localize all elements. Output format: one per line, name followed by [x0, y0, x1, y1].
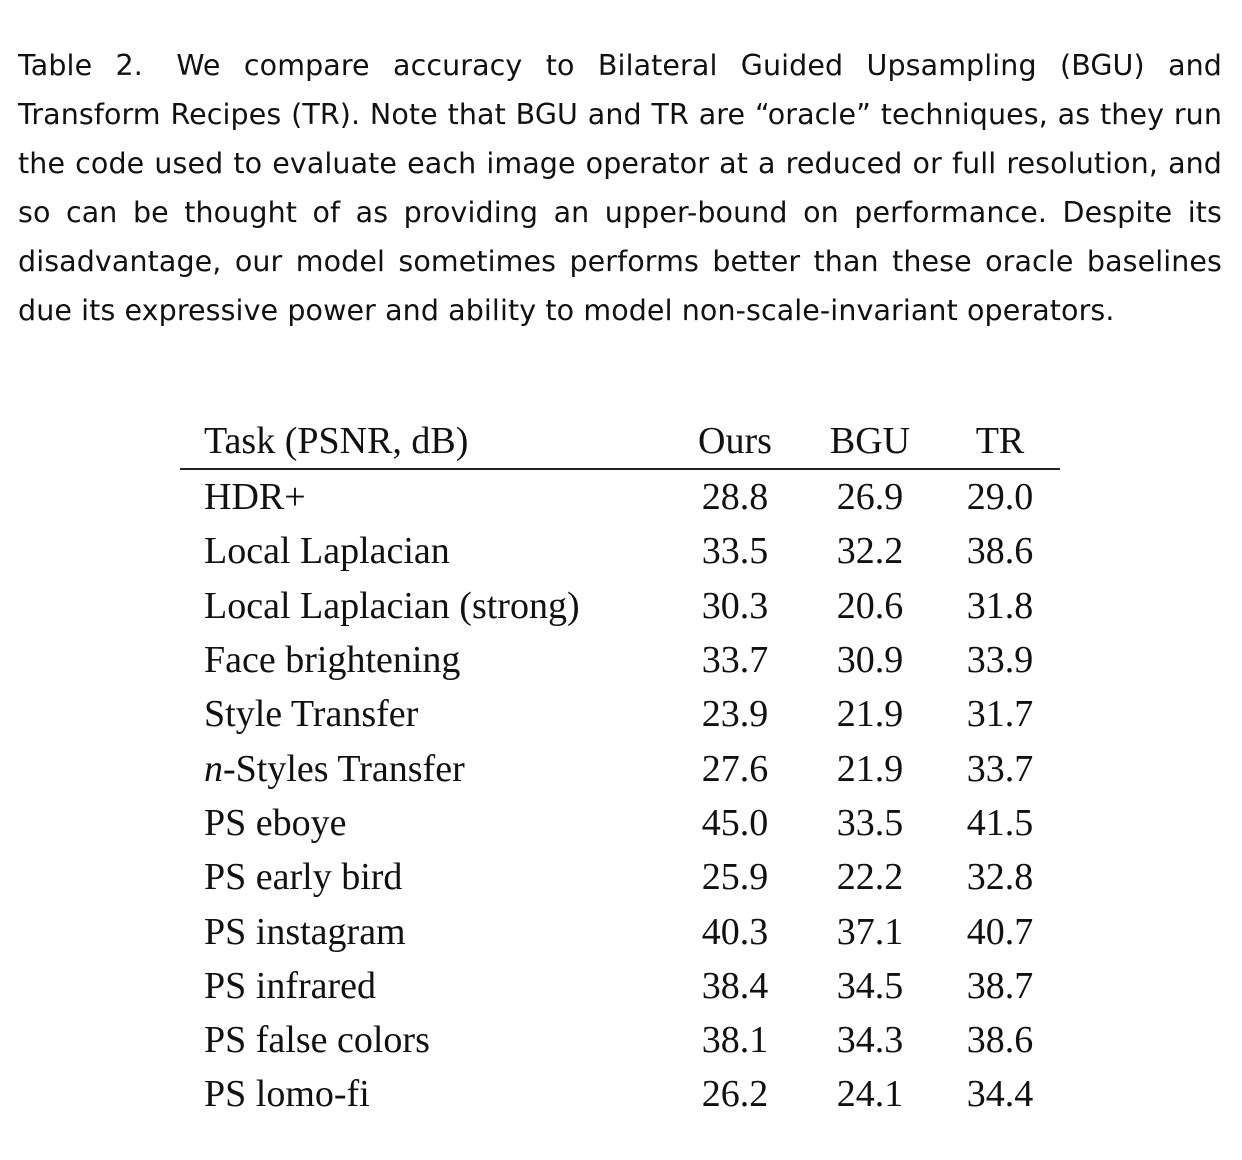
- table-row: HDR+ 28.8 26.9 29.0: [180, 469, 1060, 524]
- tr-value: 40.7: [966, 910, 1034, 953]
- caption-text: We compare accuracy to Bilateral Guided …: [18, 48, 1222, 327]
- table-row: PS instagram 40.3 37.1 40.7: [180, 904, 1060, 958]
- task-cell: Style Transfer: [180, 687, 670, 741]
- tr-value: 38.6: [966, 1019, 1034, 1062]
- task-cell: PS early bird: [180, 850, 670, 904]
- ours-value: 30.3: [701, 584, 769, 627]
- task-cell: Local Laplacian (strong): [180, 579, 670, 633]
- tr-value: 38.6: [966, 530, 1034, 573]
- table-row: Local Laplacian 33.5 32.2 38.6: [180, 524, 1060, 578]
- task-cell: Face brightening: [180, 633, 670, 687]
- table-row: n-Styles Transfer 27.6 21.9 33.7: [180, 741, 1060, 795]
- table-caption: Table 2. We compare accuracy to Bilatera…: [18, 41, 1222, 335]
- bgu-value: 26.9: [836, 476, 904, 519]
- ours-value: 45.0: [701, 801, 769, 844]
- bgu-value: 34.3: [836, 1019, 904, 1062]
- task-name: PS lomo-fi: [204, 1073, 370, 1116]
- ours-value: 33.7: [701, 639, 769, 682]
- ours-value: 28.8: [701, 476, 769, 519]
- task-italic-prefix: n: [204, 747, 223, 790]
- bgu-value: 22.2: [836, 856, 904, 899]
- header-task: Task (PSNR, dB): [180, 414, 670, 470]
- task-cell: PS instagram: [180, 904, 670, 958]
- bgu-value: 33.5: [836, 801, 904, 844]
- task-cell: PS eboye: [180, 796, 670, 850]
- bgu-value: 21.9: [836, 693, 904, 736]
- task-name: PS false colors: [204, 1019, 430, 1062]
- tr-value: 32.8: [966, 856, 1034, 899]
- ours-value: 23.9: [701, 693, 769, 736]
- header-tr: TR: [940, 414, 1060, 470]
- task-name: PS eboye: [204, 801, 347, 844]
- ours-value: 38.4: [701, 964, 769, 1007]
- tr-value: 34.4: [966, 1073, 1034, 1116]
- table-row: Face brightening 33.7 30.9 33.9: [180, 633, 1060, 687]
- ours-value: 38.1: [701, 1019, 769, 1062]
- tr-value: 33.9: [966, 639, 1034, 682]
- ours-value: 27.6: [701, 747, 769, 790]
- task-name: PS infrared: [204, 964, 377, 1007]
- ours-value: 40.3: [701, 910, 769, 953]
- bgu-value: 34.5: [836, 964, 904, 1007]
- header-ours: Ours: [670, 414, 800, 470]
- task-name: PS early bird: [204, 856, 403, 899]
- header-bgu: BGU: [800, 414, 940, 470]
- bgu-value: 37.1: [836, 910, 904, 953]
- ours-value: 33.5: [701, 530, 769, 573]
- task-cell: Local Laplacian: [180, 524, 670, 578]
- tr-value: 38.7: [966, 964, 1034, 1007]
- table-row: PS eboye 45.0 33.5 41.5: [180, 796, 1060, 850]
- tr-value: 31.7: [966, 693, 1034, 736]
- table-row: Style Transfer 23.9 21.9 31.7: [180, 687, 1060, 741]
- task-name: -Styles Transfer: [223, 747, 465, 790]
- tr-value: 33.7: [966, 747, 1034, 790]
- task-cell: PS false colors: [180, 1013, 670, 1067]
- caption-label: Table 2.: [18, 48, 143, 82]
- task-name: Local Laplacian: [204, 530, 450, 573]
- tr-value: 29.0: [966, 476, 1034, 519]
- task-name: Face brightening: [204, 639, 461, 682]
- ours-value: 26.2: [701, 1073, 769, 1116]
- task-cell: HDR+: [180, 469, 670, 524]
- bgu-value: 32.2: [836, 530, 904, 573]
- results-table: Task (PSNR, dB) Ours BGU TR HDR+ 28.8 26.9…: [180, 414, 1060, 1122]
- table-row: PS false colors 38.1 34.3 38.6: [180, 1013, 1060, 1067]
- tr-value: 31.8: [966, 584, 1034, 627]
- task-name: HDR+: [204, 476, 306, 519]
- table-row: PS infrared 38.4 34.5 38.7: [180, 959, 1060, 1013]
- bgu-value: 24.1: [836, 1073, 904, 1116]
- table-row: PS early bird 25.9 22.2 32.8: [180, 850, 1060, 904]
- task-name: Local Laplacian (strong): [204, 584, 580, 627]
- table-row: PS lomo-fi 26.2 24.1 34.4: [180, 1067, 1060, 1121]
- task-name: PS instagram: [204, 910, 406, 953]
- task-name: Style Transfer: [204, 693, 419, 736]
- bgu-value: 30.9: [836, 639, 904, 682]
- task-cell: PS infrared: [180, 959, 670, 1013]
- tr-value: 41.5: [966, 801, 1034, 844]
- table-header-row: Task (PSNR, dB) Ours BGU TR: [180, 414, 1060, 470]
- table-row: Local Laplacian (strong) 30.3 20.6 31.8: [180, 579, 1060, 633]
- bgu-value: 21.9: [836, 747, 904, 790]
- bgu-value: 20.6: [836, 584, 904, 627]
- ours-value: 25.9: [701, 856, 769, 899]
- task-cell: PS lomo-fi: [180, 1067, 670, 1121]
- task-cell: n-Styles Transfer: [180, 741, 670, 795]
